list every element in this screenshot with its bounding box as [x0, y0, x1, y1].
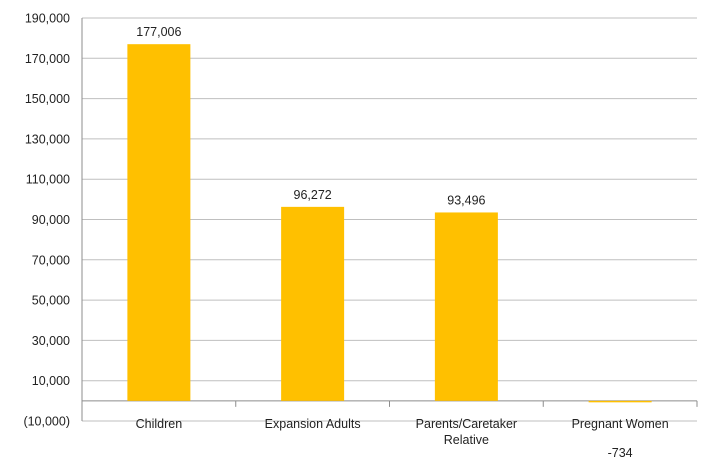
y-tick-label: 70,000 [32, 253, 70, 267]
y-tick-label: 190,000 [25, 12, 70, 26]
y-tick-label: 170,000 [25, 52, 70, 66]
y-tick-label: (10,000) [23, 415, 70, 429]
category-label: Children [136, 417, 183, 431]
data-label: 177,006 [136, 25, 181, 39]
y-tick-label: 90,000 [32, 213, 70, 227]
labels: (10,000) 10,000 30,000 50,000 70,000 90,000 11… [23, 12, 669, 460]
bar [281, 206, 345, 401]
y-tick-label: 150,000 [25, 92, 70, 106]
category-label: Relative [444, 433, 489, 447]
y-tick-label: 30,000 [32, 334, 70, 348]
bar [434, 212, 498, 401]
category-label: Parents/Caretaker [416, 417, 517, 431]
bar [127, 44, 191, 401]
bar [588, 400, 652, 403]
bars [127, 44, 652, 403]
data-label: 96,272 [294, 188, 332, 202]
category-label: Pregnant Women [572, 417, 669, 431]
data-label: 93,496 [447, 193, 485, 207]
category-label: Expansion Adults [265, 417, 361, 431]
y-tick-label: 10,000 [32, 374, 70, 388]
data-label: -734 [608, 446, 633, 458]
y-tick-label: 130,000 [25, 132, 70, 146]
y-tick-label: 50,000 [32, 294, 70, 308]
y-tick-label: 110,000 [26, 173, 70, 187]
